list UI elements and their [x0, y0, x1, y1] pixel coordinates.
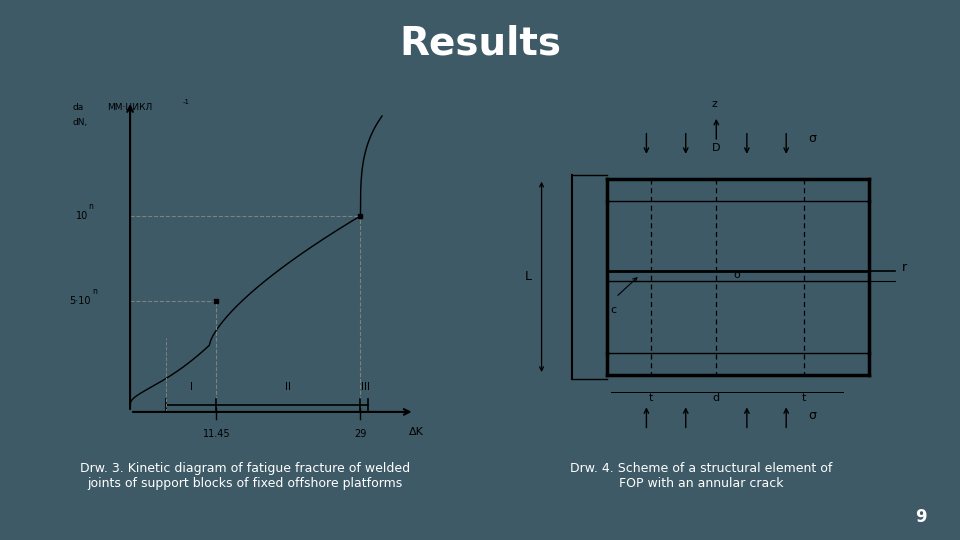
- Text: z: z: [711, 99, 717, 109]
- Text: 5·10: 5·10: [69, 296, 90, 306]
- Text: Drw. 3. Kinetic diagram of fatigue fracture of welded
joints of support blocks o: Drw. 3. Kinetic diagram of fatigue fract…: [80, 462, 410, 490]
- Text: c: c: [611, 305, 616, 315]
- Text: II: II: [285, 382, 292, 392]
- Text: d: d: [712, 393, 720, 403]
- Text: D: D: [712, 143, 721, 153]
- Text: Results: Results: [399, 24, 561, 62]
- Text: 29: 29: [354, 429, 367, 438]
- Text: Drw. 4. Scheme of a structural element of
FOP with an annular crack: Drw. 4. Scheme of a structural element o…: [569, 462, 832, 490]
- Text: t: t: [802, 393, 805, 403]
- Text: 11.45: 11.45: [203, 429, 230, 438]
- Text: I: I: [190, 382, 193, 392]
- Text: σ: σ: [808, 132, 816, 145]
- Text: 9: 9: [915, 509, 926, 526]
- Text: ΔK: ΔK: [409, 427, 423, 437]
- Text: da: da: [73, 103, 84, 112]
- Text: ММ·ЦИКЛ: ММ·ЦИКЛ: [107, 103, 152, 112]
- Text: L: L: [525, 271, 532, 284]
- Text: III: III: [361, 382, 371, 392]
- Text: t: t: [649, 393, 653, 403]
- Text: n: n: [92, 287, 97, 296]
- Text: n: n: [88, 202, 93, 211]
- Text: o: o: [733, 270, 740, 280]
- Text: r: r: [902, 261, 907, 274]
- Text: dN,: dN,: [73, 118, 87, 127]
- Text: 10: 10: [76, 211, 88, 221]
- Text: σ: σ: [808, 409, 816, 422]
- Text: -1: -1: [182, 99, 189, 105]
